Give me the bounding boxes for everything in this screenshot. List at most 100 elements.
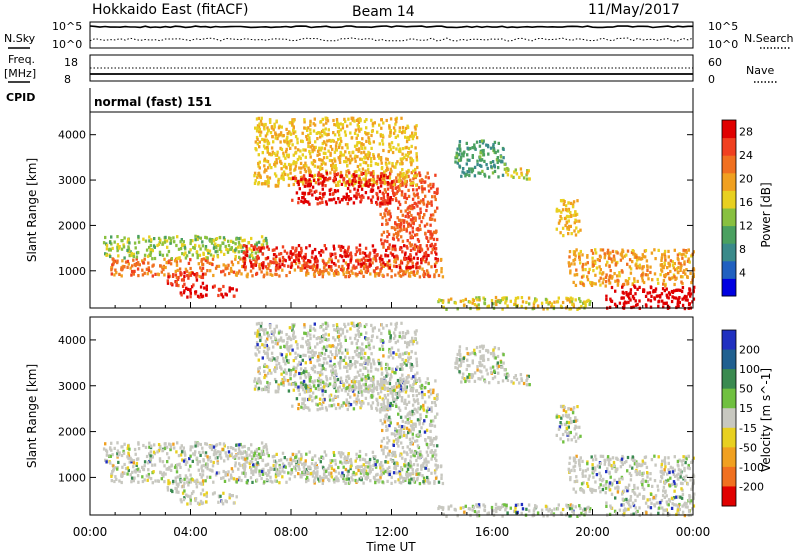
- power-cell: [349, 180, 352, 184]
- velocity-cell: [381, 464, 384, 468]
- velocity-cell: [409, 442, 412, 446]
- power-cell: [608, 256, 611, 260]
- power-cell: [294, 179, 297, 183]
- power-cell: [126, 265, 129, 269]
- velocity-cell: [376, 472, 379, 476]
- power-cell: [419, 244, 422, 248]
- velocity-cell: [340, 451, 343, 455]
- power-cell: [415, 233, 419, 237]
- power-cell: [580, 304, 583, 309]
- power-cell: [379, 212, 382, 216]
- velocity-cell: [265, 448, 269, 452]
- power-cell: [411, 197, 415, 201]
- power-cell: [646, 264, 649, 268]
- power-cell: [610, 260, 614, 264]
- power-cell: [433, 273, 436, 277]
- nave-tick-top: 60: [708, 56, 722, 69]
- power-cell: [605, 273, 608, 277]
- power-cell: [605, 297, 608, 302]
- power-cell: [415, 152, 418, 156]
- power-cell: [646, 273, 649, 277]
- power-cell: [317, 182, 320, 186]
- power-cell: [289, 165, 292, 169]
- power-cell: [344, 133, 347, 137]
- power-cell: [505, 297, 508, 301]
- power-colorbar-tick: 8: [739, 243, 746, 256]
- power-cell: [388, 209, 391, 213]
- power-cell: [189, 289, 192, 293]
- power-cell: [379, 204, 382, 208]
- power-cell: [417, 265, 420, 269]
- power-cell: [184, 251, 187, 255]
- power-cell: [282, 151, 285, 155]
- power-cell: [410, 270, 413, 274]
- power-cell: [692, 274, 695, 278]
- power-cell: [413, 201, 416, 205]
- velocity-cell: [331, 459, 334, 463]
- power-cell: [677, 288, 680, 292]
- power-cell: [496, 160, 499, 164]
- power-cell: [147, 266, 150, 270]
- velocity-cell: [204, 451, 208, 455]
- velocity-cell: [196, 443, 199, 448]
- velocity-cell: [304, 353, 307, 358]
- power-cell: [232, 240, 235, 244]
- power-cell: [204, 235, 207, 239]
- power-cell: [311, 264, 314, 268]
- power-cell: [256, 174, 260, 178]
- power-cell: [679, 288, 682, 292]
- velocity-cell: [430, 449, 433, 453]
- power-cell: [466, 146, 469, 150]
- velocity-cell: [237, 467, 240, 471]
- velocity-cell: [416, 468, 419, 472]
- velocity-cell: [173, 446, 176, 450]
- power-cell: [253, 174, 256, 178]
- velocity-cell: [417, 406, 420, 410]
- velocity-cell: [274, 366, 277, 370]
- power-cell: [145, 267, 149, 271]
- velocity-cell: [169, 468, 173, 472]
- velocity-cell: [197, 442, 200, 446]
- power-cell: [413, 194, 417, 198]
- velocity-cell: [154, 479, 157, 483]
- power-cell: [324, 162, 327, 166]
- velocity-cell: [199, 453, 202, 457]
- power-cell: [286, 135, 289, 139]
- velocity-cell: [214, 473, 218, 477]
- velocity-cell: [294, 460, 298, 464]
- power-cell: [206, 248, 209, 252]
- power-cell: [118, 272, 121, 276]
- velocity-cell: [378, 463, 382, 467]
- power-cell: [321, 275, 324, 279]
- power-cell: [205, 284, 208, 288]
- velocity-cell: [105, 450, 109, 454]
- power-cell: [111, 246, 114, 250]
- velocity-cell: [389, 334, 392, 338]
- velocity-cell: [329, 359, 332, 363]
- velocity-cell: [416, 478, 419, 482]
- power-cell: [395, 176, 398, 180]
- velocity-cell: [403, 401, 406, 405]
- power-cell: [631, 295, 635, 299]
- velocity-cell: [423, 479, 426, 483]
- power-cell: [365, 183, 368, 188]
- power-cell: [184, 267, 188, 271]
- power-cell: [598, 265, 601, 269]
- velocity-cell: [354, 360, 357, 364]
- power-cell: [401, 152, 404, 156]
- velocity-cell: [364, 351, 367, 355]
- velocity-cell: [375, 473, 378, 477]
- nsky-trace: [89, 25, 693, 29]
- power-cell: [288, 270, 291, 274]
- velocity-cell: [285, 458, 289, 462]
- power-cell: [333, 157, 336, 161]
- power-cell: [386, 235, 389, 239]
- power-cell: [179, 240, 182, 244]
- velocity-cell: [386, 441, 389, 445]
- power-cell: [309, 123, 312, 127]
- power-cell: [292, 125, 295, 129]
- power-cell: [437, 300, 440, 304]
- power-cell: [380, 233, 384, 237]
- velocity-cell: [164, 442, 167, 446]
- power-cell: [527, 169, 530, 173]
